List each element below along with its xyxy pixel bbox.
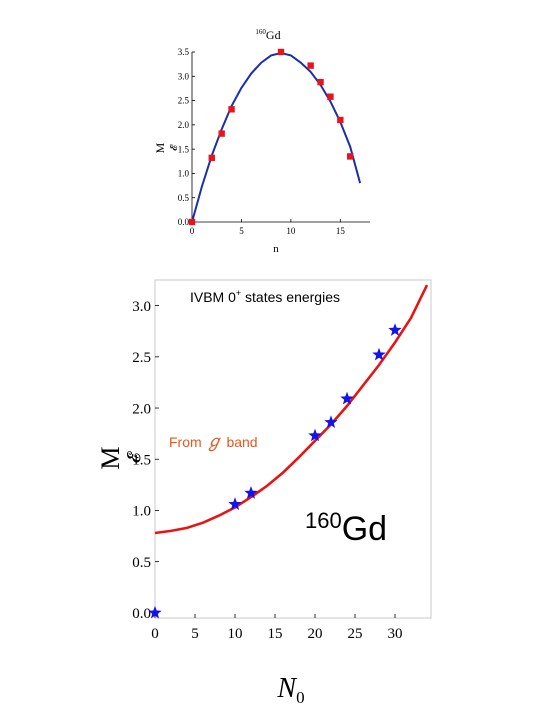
upper-y-tick-label: 3.5: [178, 47, 190, 57]
upper-data-point: [327, 93, 334, 100]
lower-x-axis-label: N0: [276, 673, 304, 707]
lower-y-tick-label: 1.0: [132, 504, 151, 520]
upper-fit-curve: [191, 51, 362, 223]
lower-ticks: 0 5 10 15 20 25 30 0.0 0.5 1.0 1.5 2.0 2.5 3.0: [132, 299, 402, 642]
upper-data-point: [337, 116, 344, 124]
lower-title-rest: states energies: [241, 289, 340, 305]
upper-title-mass: 160: [255, 28, 266, 36]
lower-fit-curve: [154, 284, 429, 535]
upper-x-tick-label: 0: [190, 226, 195, 236]
lower-points: [148, 323, 402, 619]
lower-x-tick-label: 20: [308, 626, 323, 642]
lower-annotation-element: Gd: [342, 510, 387, 548]
upper-data-point: [317, 78, 324, 86]
lower-data-point: [308, 428, 322, 442]
lower-chart: IVBM 0+ states energies From ℊ band 160G…: [96, 279, 432, 707]
lower-curve-label-glyph: ℊ: [206, 432, 223, 452]
upper-data-point: [208, 154, 215, 162]
lower-x-tick-label: 5: [191, 626, 199, 642]
upper-y-tick-label: 0.5: [178, 193, 190, 203]
lower-data-point: [388, 323, 402, 336]
upper-y-axis-label: M: [153, 142, 167, 153]
upper-title-element: Gd: [266, 28, 281, 42]
upper-y-tick-label: 2.0: [178, 120, 190, 130]
lower-x-tick-label: 30: [388, 626, 403, 642]
upper-y-axis-glyph: 𝓔: [169, 144, 180, 151]
lower-data-point: [148, 605, 162, 619]
upper-ticks: 0 5 10 15 0.0 0.5 1.0 1.5 2.0 2.5 3.0 3.5: [178, 47, 346, 236]
upper-y-tick-label: 2.5: [178, 96, 190, 106]
upper-x-axis-label: n: [273, 243, 279, 255]
upper-data-point: [277, 48, 285, 56]
lower-data-point: [372, 347, 386, 361]
upper-data-point: [218, 130, 225, 137]
lower-y-axis-label: M: [96, 446, 125, 469]
lower-curve-label-pre: From: [169, 434, 206, 450]
lower-x-tick-label: 0: [151, 626, 159, 642]
lower-annotation-mass: 160: [305, 508, 342, 533]
upper-x-tick-label: 5: [239, 226, 244, 236]
upper-y-tick-label: 3.0: [178, 71, 190, 81]
lower-y-tick-label: 0.5: [132, 555, 151, 571]
lower-x-tick-label: 15: [268, 626, 283, 642]
lower-x-tick-label: 10: [228, 626, 243, 642]
upper-y-tick-label: 0.0: [178, 217, 190, 227]
lower-data-point: [324, 415, 338, 428]
lower-title-main: IVBM 0: [190, 289, 236, 305]
upper-x-tick-label: 15: [336, 226, 346, 236]
lower-curve-label-post: band: [223, 434, 258, 450]
lower-curve-label: From ℊ band: [169, 432, 258, 452]
lower-data-point: [340, 391, 354, 405]
lower-y-tick-label: 2.0: [132, 401, 151, 417]
lower-y-tick-label: 1.5: [132, 452, 151, 468]
upper-data-point: [347, 153, 354, 160]
lower-data-point: [228, 497, 242, 510]
lower-isotope-annotation: 160Gd: [305, 508, 387, 548]
lower-y-tick-label: 0.0: [132, 606, 151, 622]
lower-plot-frame: [154, 279, 432, 619]
upper-y-tick-label: 1.0: [178, 169, 190, 179]
lower-data-point: [244, 486, 258, 499]
lower-xlabel-main: N: [276, 673, 297, 704]
lower-y-tick-label: 3.0: [132, 299, 151, 315]
lower-x-tick-label: 25: [348, 626, 363, 642]
upper-data-point: [188, 218, 196, 226]
upper-chart-title: 160Gd: [255, 28, 280, 42]
upper-chart: 160Gd M 𝓔 n 0 5 10 15 0.0 0.5 1.0 1.5 2.0 2.5 3.0 3…: [153, 28, 370, 255]
lower-y-axis-glyph: 𝓔: [124, 451, 144, 463]
lower-xlabel-sub: 0: [296, 688, 305, 707]
lower-title-sup: +: [236, 288, 241, 298]
upper-data-point: [228, 106, 235, 113]
upper-points: [188, 48, 354, 226]
lower-chart-title: IVBM 0+ states energies: [190, 288, 340, 305]
upper-y-tick-label: 1.5: [178, 144, 190, 154]
upper-data-point: [307, 62, 314, 69]
upper-x-tick-label: 10: [286, 226, 296, 236]
lower-y-tick-label: 2.5: [132, 350, 151, 366]
